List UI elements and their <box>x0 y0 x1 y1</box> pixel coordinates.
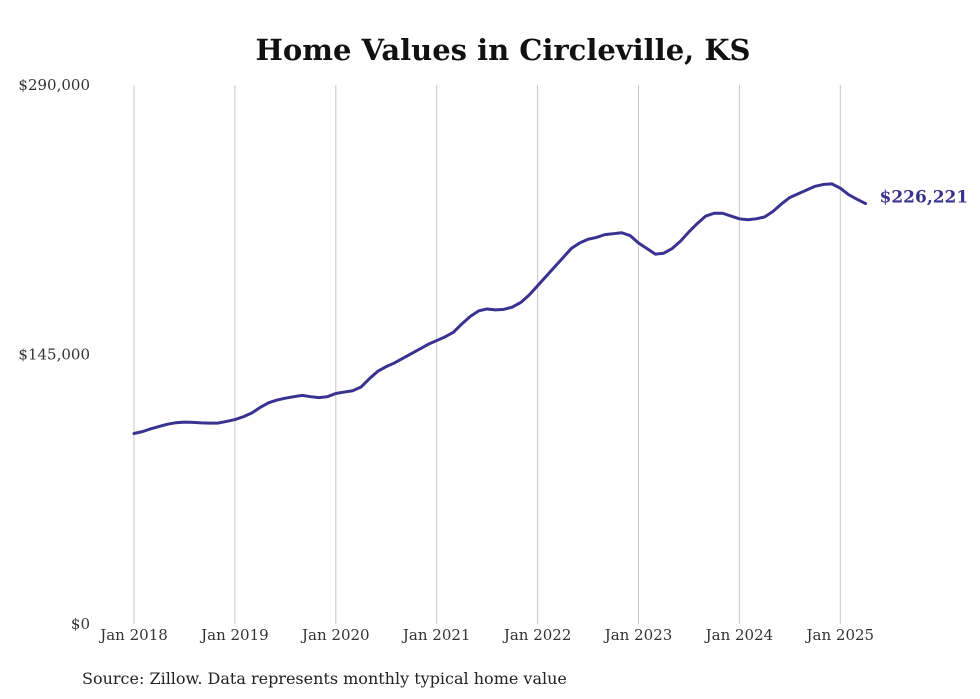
grid-lines <box>133 85 841 624</box>
x-tick-label: Jan 2018 <box>98 626 168 644</box>
x-tick-label: Jan 2021 <box>401 626 471 644</box>
x-axis-ticks: Jan 2018 Jan 2019 Jan 2020 Jan 2021 Jan 2022… <box>98 626 874 644</box>
source-note: Source: Zillow. Data represents monthly … <box>82 669 567 688</box>
x-tick-label: Jan 2022 <box>502 626 572 644</box>
chart-title: Home Values in Circleville, KS <box>256 33 751 67</box>
x-tick-label: Jan 2024 <box>704 626 774 644</box>
x-tick-label: Jan 2025 <box>805 626 875 644</box>
series-line <box>132 182 868 435</box>
y-axis-ticks: $0 $145,000 $290,000 <box>18 76 90 633</box>
x-tick-label: Jan 2020 <box>300 626 370 644</box>
y-tick-label: $0 <box>71 615 90 633</box>
x-tick-label: Jan 2019 <box>199 626 269 644</box>
end-value-label: $226,221 <box>880 188 969 208</box>
y-tick-label: $145,000 <box>18 346 90 364</box>
x-tick-label: Jan 2023 <box>603 626 673 644</box>
y-tick-label: $290,000 <box>18 76 90 94</box>
